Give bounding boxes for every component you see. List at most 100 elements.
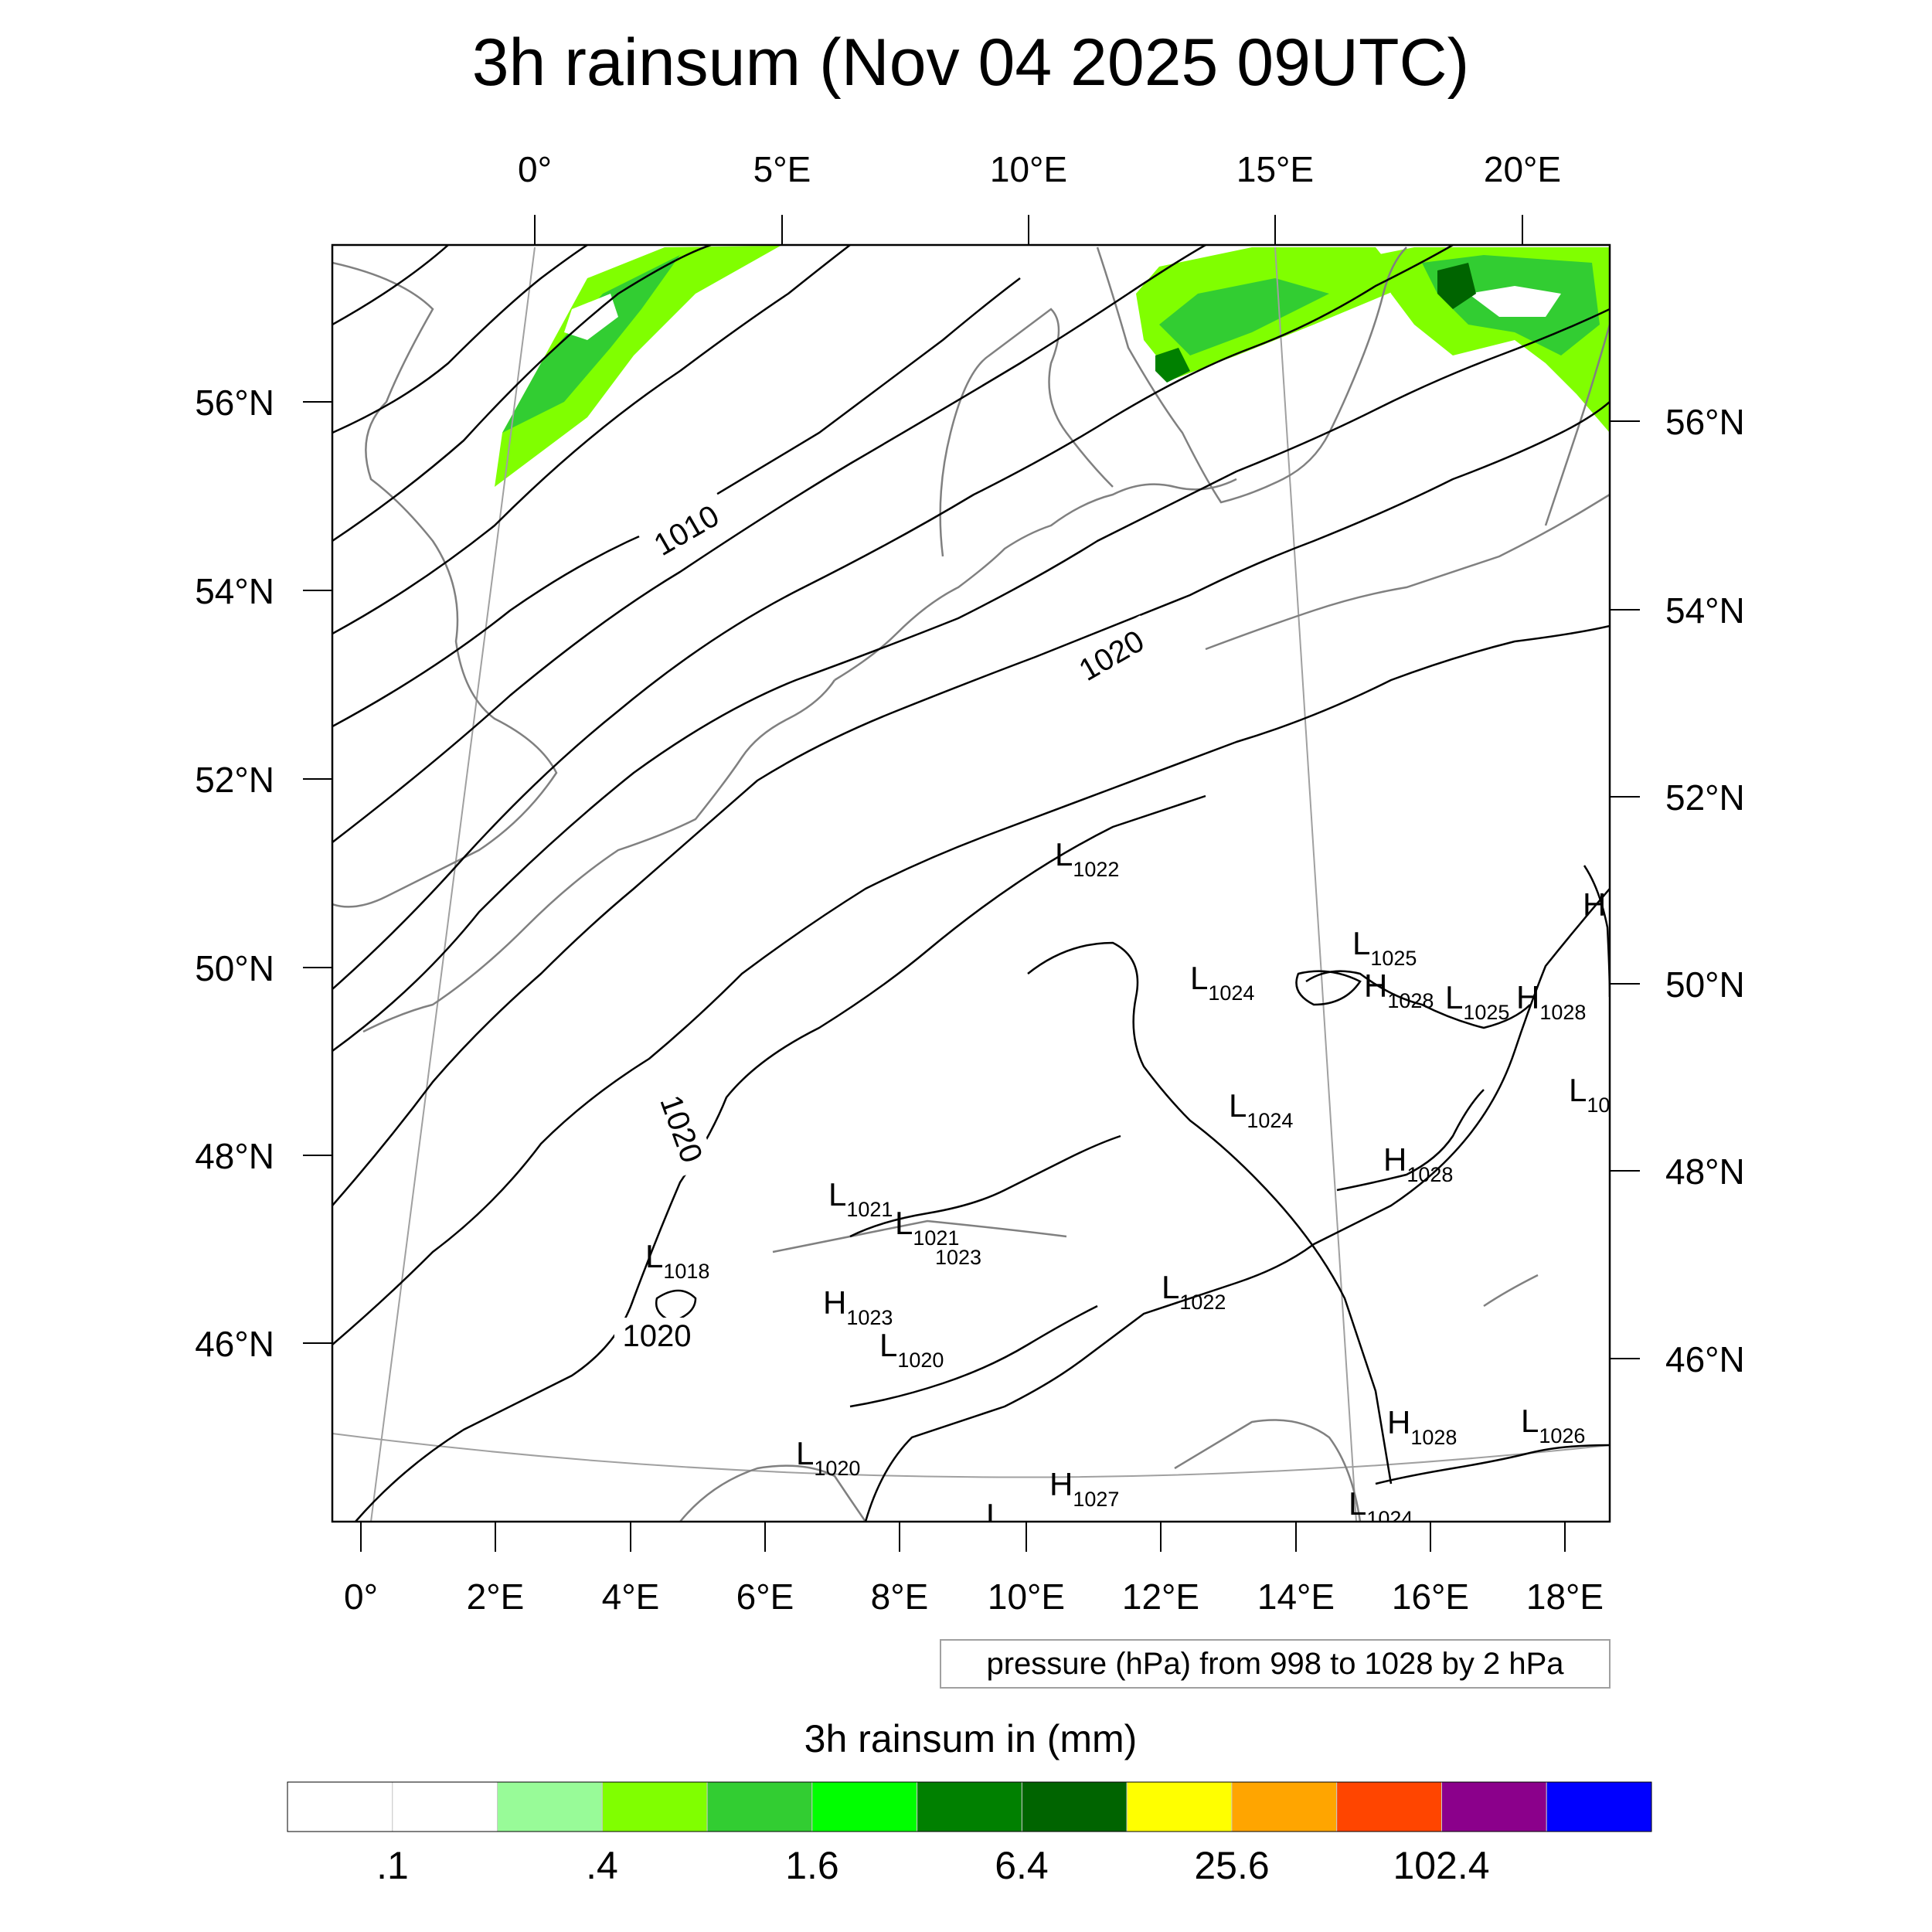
pressure-center-letter: L — [796, 1435, 814, 1471]
left-lat-label: 46°N — [195, 1324, 274, 1364]
pressure-center-value: 1022 — [1073, 858, 1119, 881]
top-lon-label: 5°E — [753, 149, 811, 189]
pressure-center-value: 1025 — [1370, 947, 1417, 970]
graticule — [332, 247, 1610, 1522]
colorbar-swatch — [706, 1781, 813, 1832]
pressure-center-letter: H — [1583, 886, 1606, 923]
low-pressure-label: L1022 — [1162, 1269, 1226, 1314]
pressure-center-value: 1024 — [1247, 1109, 1293, 1132]
map-frame — [331, 243, 1611, 1523]
bottom-lon-label: 2°E — [467, 1577, 525, 1617]
pressure-center-value: 1028 — [1410, 1426, 1457, 1449]
border-continental-1 — [772, 1219, 1067, 1253]
isobar-17 — [849, 1134, 1121, 1238]
top-lon-label: 15°E — [1236, 149, 1314, 189]
top-lon-label: 0° — [518, 149, 552, 189]
info-box-text: pressure (hPa) from 998 to 1028 by 2 hPa — [986, 1647, 1564, 1681]
pressure-center-letter: L — [1162, 1269, 1179, 1305]
isobar-19 — [1375, 1444, 1610, 1485]
isobar-7 — [332, 245, 1454, 990]
pressure-center-letter: H — [1516, 979, 1539, 1015]
high-pressure-label: H1028 — [1383, 1141, 1453, 1186]
pressure-center-letter: L — [879, 1327, 897, 1363]
colorbar-ticks: .1 .4 1.6 6.4 25.6 102.4 — [376, 1844, 1489, 1887]
rain-patch-northsea-mid — [502, 255, 680, 433]
colorbar-tick-label: 25.6 — [1194, 1844, 1269, 1887]
bottom-lon-label: 12°E — [1122, 1577, 1199, 1617]
isobar-10 — [332, 624, 1610, 1345]
right-axis: 56°N 54°N 52°N 50°N 48°N 46°N — [1610, 402, 1745, 1379]
isobar-6 — [332, 245, 1206, 843]
info-box: pressure (hPa) from 998 to 1028 by 2 hPa — [940, 1639, 1611, 1689]
bottom-lon-label: 8°E — [871, 1577, 929, 1617]
pressure-center-letter: L — [1352, 925, 1370, 961]
pressure-center-letter: L — [1445, 979, 1463, 1015]
isobar-2 — [332, 245, 588, 434]
pressure-center-value: 1020 — [814, 1457, 860, 1480]
pressure-center-letter: H — [1387, 1404, 1410, 1440]
colorbar-swatch — [811, 1781, 918, 1832]
coast-lowcountries — [834, 478, 1237, 682]
left-lat-label: 52°N — [195, 760, 274, 800]
rain-patch-baltic-dark — [1155, 348, 1190, 383]
colorbar-tick-label: .4 — [586, 1844, 618, 1887]
low-pressure-label: L1022 — [1055, 836, 1119, 881]
low-pressure-label: L1021 — [828, 1176, 893, 1221]
rain-patch-baltic-east-light — [1468, 286, 1561, 317]
isobar-11 — [355, 794, 1206, 1522]
left-lat-label: 48°N — [195, 1136, 274, 1176]
pressure-center-value: 1021 — [913, 1226, 959, 1250]
pressure-center-value: 1024 — [1208, 981, 1254, 1005]
pressure-center-value: 1024 — [1366, 1507, 1413, 1530]
pressure-center-value: 1022 — [1179, 1291, 1226, 1314]
high-pressure-label: H1028 — [1516, 979, 1586, 1024]
high-pressure-label: H1028 — [1387, 1404, 1457, 1449]
low-pressure-label: L1024 — [1190, 960, 1254, 1005]
bottom-lon-label: 6°E — [736, 1577, 794, 1617]
colorbar-swatch — [1441, 1781, 1547, 1832]
pressure-center-value: 1023 — [935, 1246, 981, 1269]
isobar-9 — [332, 401, 1610, 1206]
bottom-axis: 0° 2°E 4°E 6°E 8°E 10°E 12°E 14°E 16°E 1… — [344, 1522, 1604, 1617]
colorbar-swatch — [1546, 1781, 1652, 1832]
bottom-lon-label: 4°E — [602, 1577, 660, 1617]
colorbar-swatch — [1336, 1781, 1442, 1832]
pressure-center-letter: H — [823, 1284, 846, 1321]
pressure-center-letter: L — [1569, 1072, 1587, 1108]
rain-patch-baltic-mid — [1159, 278, 1329, 355]
border-continental-2 — [1483, 1274, 1539, 1308]
colorbar-swatch — [601, 1781, 708, 1832]
pressure-center-value: 1027 — [1073, 1488, 1119, 1511]
map-title: 3h rainsum (Nov 04 2025 09UTC) — [472, 26, 1470, 100]
pressure-center-letter: L — [1349, 1485, 1366, 1522]
coastlines — [332, 247, 1610, 1522]
pressure-center-value: 1028 — [1406, 1163, 1453, 1186]
top-lon-label: 10°E — [990, 149, 1067, 189]
top-lon-label: 20°E — [1484, 149, 1561, 189]
pressure-center-value: 1026 — [1004, 1519, 1050, 1542]
pressure-center-value: 1021 — [846, 1198, 893, 1221]
high-pressure-label: H1028 — [1364, 968, 1434, 1012]
isobar-18 — [849, 1304, 1098, 1408]
colorbar-swatch — [1126, 1781, 1233, 1832]
low-pressure-label: L1021 — [895, 1205, 959, 1250]
colorbar-tick-label: 6.4 — [995, 1844, 1049, 1887]
pressure-center-letter: H — [1383, 1141, 1406, 1178]
isobar-16 — [1336, 1089, 1485, 1192]
pressure-center-value: 10 — [1587, 1094, 1610, 1117]
isobar-1 — [332, 245, 449, 326]
low-pressure-label: L1026 — [986, 1497, 1050, 1542]
coast-uk — [332, 261, 558, 908]
contour-label-1020-c: 1020 — [623, 1319, 692, 1353]
colorbar-tick-label: .1 — [376, 1844, 409, 1887]
left-axis: 56°N 54°N 52°N 50°N 48°N 46°N — [195, 383, 332, 1364]
right-lat-label: 50°N — [1665, 964, 1745, 1005]
low-pressure-label: L1026 — [1521, 1403, 1585, 1447]
isobar-12 — [864, 888, 1610, 1522]
coast-adriatic — [1174, 1419, 1362, 1522]
right-lat-label: 52°N — [1665, 777, 1745, 818]
low-pressure-label: 1023 — [935, 1246, 981, 1269]
colorbar-swatches — [287, 1781, 1652, 1832]
